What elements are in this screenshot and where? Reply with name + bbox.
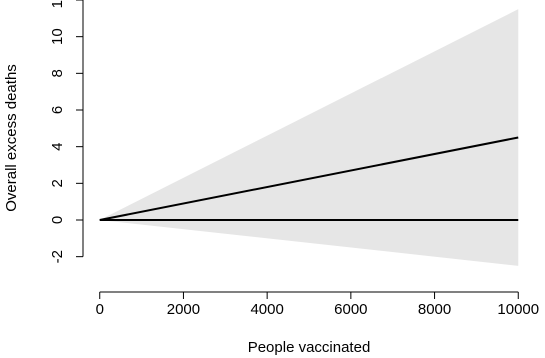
x-ticks: 0 2000 4000 6000 8000 10000 bbox=[96, 292, 539, 318]
y-tick-label: 0 bbox=[49, 216, 66, 224]
confidence-band bbox=[99, 9, 519, 266]
axes bbox=[82, 0, 519, 293]
y-axis-title: Overall excess deaths bbox=[3, 64, 20, 212]
x-tick-label: 2000 bbox=[167, 301, 200, 318]
y-tick-label: 6 bbox=[49, 106, 66, 114]
plot-area bbox=[99, 9, 519, 266]
y-tick-label: 12 bbox=[49, 0, 66, 8]
estimate-line bbox=[99, 136, 519, 221]
y-tick-label: 4 bbox=[49, 142, 66, 150]
x-tick-label: 4000 bbox=[250, 301, 283, 318]
y-tick-label: 10 bbox=[49, 28, 66, 45]
x-tick-label: 10000 bbox=[497, 301, 539, 318]
x-axis-title: People vaccinated bbox=[248, 339, 371, 356]
y-tick-label: -2 bbox=[49, 250, 66, 263]
x-tick-label: 0 bbox=[96, 301, 104, 318]
x-tick-label: 6000 bbox=[334, 301, 367, 318]
y-ticks: -2 0 2 4 6 8 10 12 bbox=[49, 0, 83, 263]
y-tick-label: 8 bbox=[49, 69, 66, 77]
x-tick-label: 8000 bbox=[418, 301, 451, 318]
y-tick-label: 2 bbox=[49, 179, 66, 187]
